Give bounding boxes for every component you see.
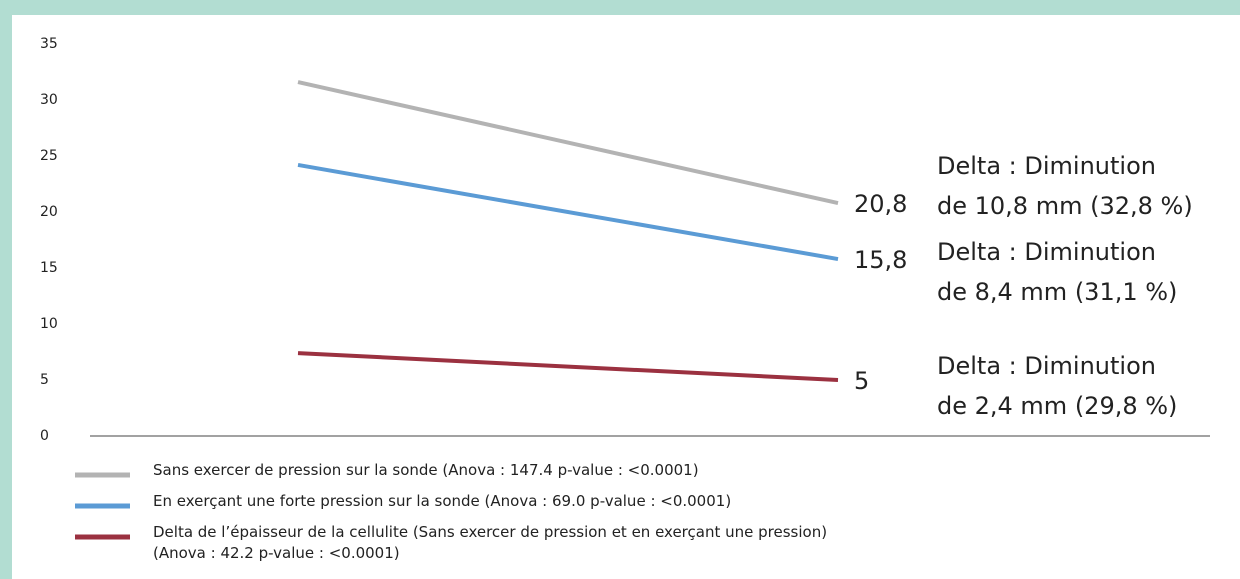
legend-label: Delta de l’épaisseur de la cellulite (Sa… <box>153 523 827 562</box>
series-line <box>297 351 839 382</box>
annotation: Delta : Diminution <box>937 152 1156 180</box>
annotation: de 10,8 mm (32,8 %) <box>937 192 1193 220</box>
annotation: Delta : Diminution <box>937 352 1156 380</box>
value-label: 20,8 <box>854 190 907 218</box>
chart: 0 5 10 15 20 25 30 35 20,8 Delta : Diminution de 1… <box>12 15 1240 579</box>
legend-label: En exerçant une forte pression sur la so… <box>153 492 731 510</box>
y-tick-label: 30 <box>40 92 58 108</box>
y-tick-label: 5 <box>40 372 49 388</box>
series-line <box>297 162 839 262</box>
series-line <box>297 80 839 205</box>
value-label: 15,8 <box>854 246 907 274</box>
y-tick-label: 0 <box>40 428 49 444</box>
legend-label: Sans exercer de pression sur la sonde (A… <box>153 461 699 479</box>
y-tick-label: 15 <box>40 260 58 276</box>
y-tick-label: 20 <box>40 204 58 220</box>
y-tick-label: 25 <box>40 148 58 164</box>
annotation: de 8,4 mm (31,1 %) <box>937 278 1177 306</box>
y-tick-label: 35 <box>40 36 58 52</box>
annotation: de 2,4 mm (29,8 %) <box>937 392 1177 420</box>
y-tick-label: 10 <box>40 316 58 332</box>
annotation: Delta : Diminution <box>937 238 1156 266</box>
value-label: 5 <box>854 367 869 395</box>
